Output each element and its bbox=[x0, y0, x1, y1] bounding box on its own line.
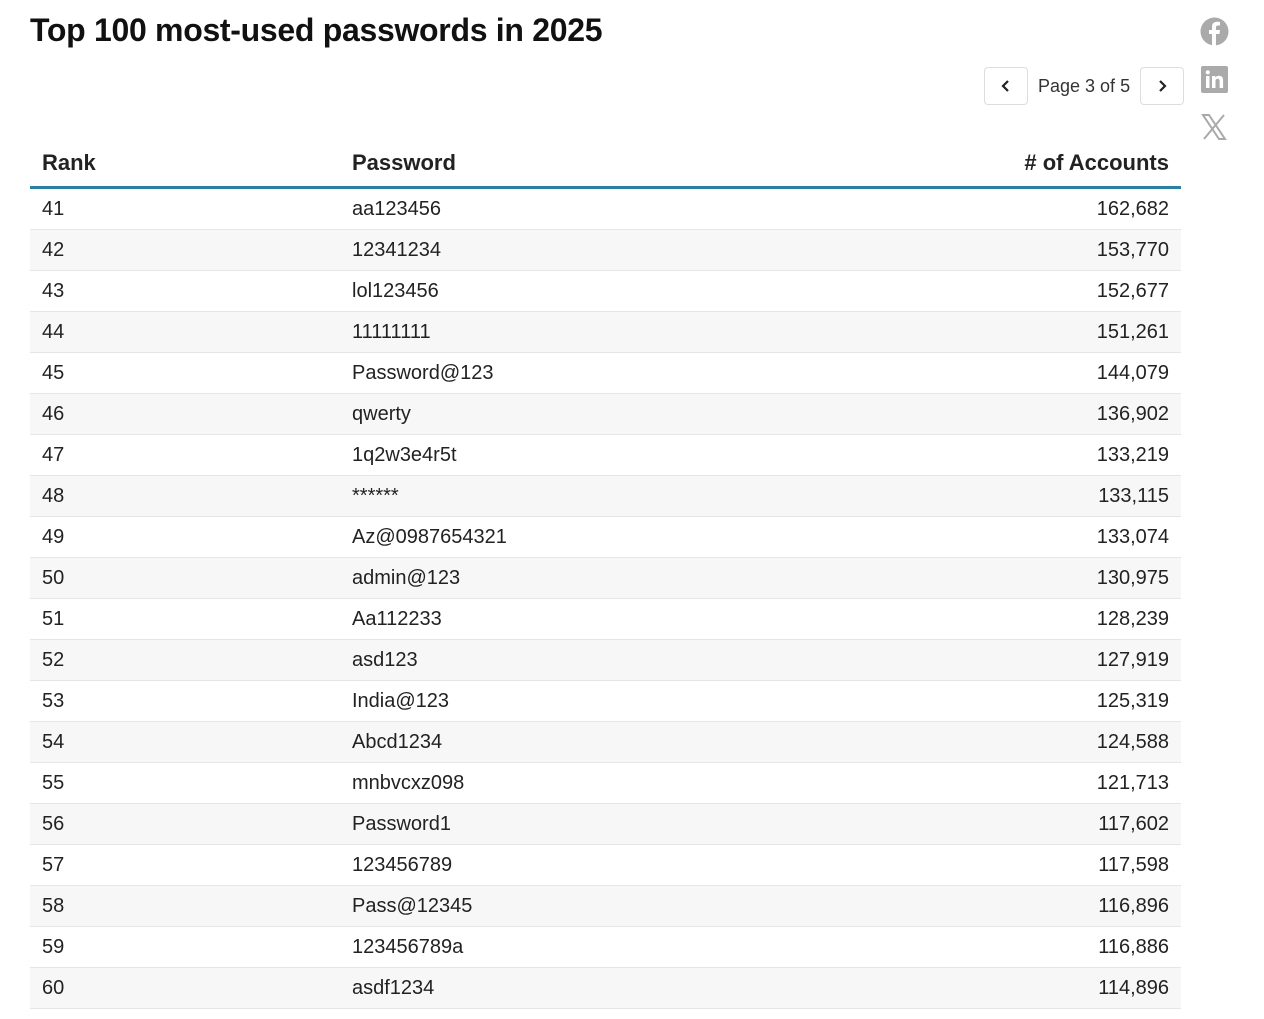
table-row: 55 mnbvcxz098 121,713 bbox=[30, 762, 1181, 804]
chevron-right-icon bbox=[1159, 80, 1167, 92]
rank-cell: 52 bbox=[30, 639, 340, 681]
table-row: 51 Aa112233 128,239 bbox=[30, 598, 1181, 640]
x-icon bbox=[1201, 114, 1227, 140]
password-cell: lol123456 bbox=[340, 270, 773, 312]
column-header-rank: Rank bbox=[30, 140, 340, 189]
rank-cell: 53 bbox=[30, 680, 340, 722]
accounts-cell: 144,079 bbox=[772, 352, 1181, 394]
rank-cell: 50 bbox=[30, 557, 340, 599]
accounts-cell: 116,886 bbox=[772, 926, 1181, 968]
rank-cell: 49 bbox=[30, 516, 340, 558]
password-cell: 1q2w3e4r5t bbox=[340, 434, 773, 476]
password-cell: 12341234 bbox=[340, 229, 773, 271]
password-cell: aa123456 bbox=[340, 187, 773, 230]
table-row: 42 12341234 153,770 bbox=[30, 229, 1181, 271]
accounts-cell: 127,919 bbox=[772, 639, 1181, 681]
accounts-cell: 153,770 bbox=[772, 229, 1181, 271]
accounts-cell: 121,713 bbox=[772, 762, 1181, 804]
linkedin-share-button[interactable] bbox=[1199, 64, 1229, 94]
password-cell: mnbvcxz098 bbox=[340, 762, 773, 804]
table-row: 49 Az@0987654321 133,074 bbox=[30, 516, 1181, 558]
password-cell: 11111111 bbox=[340, 311, 773, 353]
password-cell: admin@123 bbox=[340, 557, 773, 599]
next-page-button[interactable] bbox=[1140, 67, 1185, 105]
table-header-row: Rank Password # of Accounts bbox=[30, 140, 1181, 189]
accounts-cell: 117,598 bbox=[772, 844, 1181, 886]
password-cell: 123456789a bbox=[340, 926, 773, 968]
table-row: 53 India@123 125,319 bbox=[30, 680, 1181, 722]
accounts-cell: 114,896 bbox=[772, 967, 1181, 1009]
table-row: 58 Pass@12345 116,896 bbox=[30, 885, 1181, 927]
accounts-cell: 133,219 bbox=[772, 434, 1181, 476]
rank-cell: 60 bbox=[30, 967, 340, 1009]
table-row: 48 ****** 133,115 bbox=[30, 475, 1181, 517]
rank-cell: 43 bbox=[30, 270, 340, 312]
table-row: 54 Abcd1234 124,588 bbox=[30, 721, 1181, 763]
page-indicator: Page 3 of 5 bbox=[1038, 75, 1131, 96]
rank-cell: 51 bbox=[30, 598, 340, 640]
table-row: 43 lol123456 152,677 bbox=[30, 270, 1181, 312]
password-cell: Az@0987654321 bbox=[340, 516, 773, 558]
rank-cell: 45 bbox=[30, 352, 340, 394]
password-cell: Aa112233 bbox=[340, 598, 773, 640]
accounts-cell: 128,239 bbox=[772, 598, 1181, 640]
password-cell: Password1 bbox=[340, 803, 773, 845]
linkedin-icon bbox=[1200, 65, 1228, 93]
accounts-cell: 151,261 bbox=[772, 311, 1181, 353]
rank-cell: 46 bbox=[30, 393, 340, 435]
table-row: 47 1q2w3e4r5t 133,219 bbox=[30, 434, 1181, 476]
accounts-cell: 152,677 bbox=[772, 270, 1181, 312]
pagination: Page 3 of 5 bbox=[984, 67, 1185, 105]
accounts-cell: 117,602 bbox=[772, 803, 1181, 845]
facebook-icon bbox=[1200, 17, 1228, 46]
rank-cell: 54 bbox=[30, 721, 340, 763]
table-row: 56 Password1 117,602 bbox=[30, 803, 1181, 845]
password-cell: ****** bbox=[340, 475, 773, 517]
rank-cell: 48 bbox=[30, 475, 340, 517]
table-row: 57 123456789 117,598 bbox=[30, 844, 1181, 886]
rank-cell: 41 bbox=[30, 187, 340, 230]
rank-cell: 56 bbox=[30, 803, 340, 845]
table-row: 59 123456789a 116,886 bbox=[30, 926, 1181, 968]
rank-cell: 47 bbox=[30, 434, 340, 476]
table-row: 46 qwerty 136,902 bbox=[30, 393, 1181, 435]
password-cell: India@123 bbox=[340, 680, 773, 722]
facebook-share-button[interactable] bbox=[1199, 16, 1229, 46]
accounts-cell: 162,682 bbox=[772, 187, 1181, 230]
table-row: 52 asd123 127,919 bbox=[30, 639, 1181, 681]
rank-cell: 55 bbox=[30, 762, 340, 804]
password-cell: Abcd1234 bbox=[340, 721, 773, 763]
password-cell: Password@123 bbox=[340, 352, 773, 394]
rank-cell: 59 bbox=[30, 926, 340, 968]
password-cell: Pass@12345 bbox=[340, 885, 773, 927]
column-header-accounts: # of Accounts bbox=[772, 140, 1181, 189]
column-header-password: Password bbox=[340, 140, 773, 189]
rank-cell: 44 bbox=[30, 311, 340, 353]
prev-page-button[interactable] bbox=[984, 67, 1028, 105]
password-cell: qwerty bbox=[340, 393, 773, 435]
x-share-button[interactable] bbox=[1199, 112, 1229, 142]
table-row: 41 aa123456 162,682 bbox=[30, 187, 1181, 230]
table-row: 45 Password@123 144,079 bbox=[30, 352, 1181, 394]
accounts-cell: 125,319 bbox=[772, 680, 1181, 722]
passwords-table: Rank Password # of Accounts 41 aa123456 16… bbox=[30, 140, 1181, 1009]
password-cell: 123456789 bbox=[340, 844, 773, 886]
page-title: Top 100 most-used passwords in 2025 bbox=[30, 12, 603, 48]
rank-cell: 57 bbox=[30, 844, 340, 886]
accounts-cell: 133,074 bbox=[772, 516, 1181, 558]
chevron-left-icon bbox=[1001, 80, 1009, 92]
password-cell: asd123 bbox=[340, 639, 773, 681]
accounts-cell: 124,588 bbox=[772, 721, 1181, 763]
rank-cell: 42 bbox=[30, 229, 340, 271]
table-row: 44 11111111 151,261 bbox=[30, 311, 1181, 353]
rank-cell: 58 bbox=[30, 885, 340, 927]
table-row: 60 asdf1234 114,896 bbox=[30, 967, 1181, 1009]
accounts-cell: 133,115 bbox=[772, 475, 1181, 517]
table-row: 50 admin@123 130,975 bbox=[30, 557, 1181, 599]
accounts-cell: 116,896 bbox=[772, 885, 1181, 927]
password-cell: asdf1234 bbox=[340, 967, 773, 1009]
accounts-cell: 130,975 bbox=[772, 557, 1181, 599]
accounts-cell: 136,902 bbox=[772, 393, 1181, 435]
